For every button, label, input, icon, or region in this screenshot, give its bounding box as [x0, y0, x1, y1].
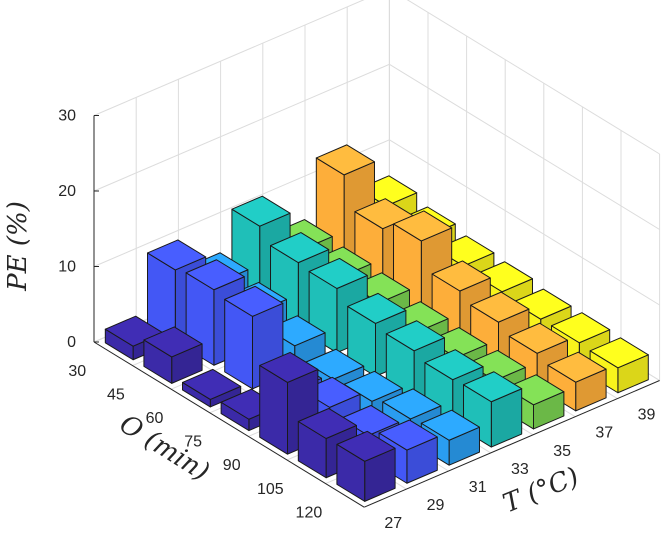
bar-top-face: [512, 288, 572, 320]
bar-top-face: [463, 371, 523, 403]
bar-top-face: [508, 322, 568, 354]
z-tick-label: 10: [58, 259, 76, 276]
z-tick-label: 20: [58, 183, 76, 200]
x-tick-label: 37: [595, 425, 613, 442]
bar-top-face: [547, 351, 607, 383]
bar-top-face: [393, 210, 453, 242]
y-tick-label: 45: [107, 386, 125, 403]
y-tick-label: 105: [257, 481, 284, 498]
bar-top-face: [315, 144, 375, 176]
bar-top-face: [231, 195, 291, 227]
bar-top-face: [147, 239, 207, 271]
bar-top-face: [343, 370, 403, 402]
bar-top-face: [473, 261, 533, 293]
bar-top-face: [378, 419, 438, 451]
x-tick-label: 33: [511, 461, 529, 478]
x-tick-label: 35: [553, 443, 571, 460]
y-tick-label: 90: [223, 457, 241, 474]
bar-top-face: [589, 337, 649, 369]
bar-top-face: [385, 320, 445, 352]
bar-top-face: [224, 285, 284, 317]
bar: [336, 430, 396, 502]
chart-ticks: 0 10 20 30 30 45 60 75 90 105 120 27 29 31 33 35 37 39: [58, 108, 660, 532]
x-axis-line: [364, 380, 660, 508]
z-tick-label: 0: [67, 334, 76, 351]
bar-top-face: [185, 259, 245, 291]
bar-top-face: [340, 404, 400, 436]
bar-top-face: [297, 407, 357, 439]
bar: [547, 351, 607, 412]
bar: [143, 326, 203, 384]
z-grid-line: [93, 0, 660, 155]
bar-top-face: [182, 368, 242, 400]
bar-top-face: [336, 430, 396, 462]
bar-top-face: [420, 409, 480, 441]
bar-top-face: [431, 260, 491, 292]
bar-top-face: [308, 257, 368, 289]
bar-top-face: [259, 351, 319, 383]
bar-top-face: [270, 232, 330, 264]
x-tick-label: 29: [427, 497, 445, 514]
bar-top-face: [424, 349, 484, 381]
y-tick-label: 30: [68, 363, 86, 380]
y-axis-line: [93, 341, 365, 508]
z-grid-line: [93, 63, 660, 230]
x-tick-label: 27: [384, 515, 402, 532]
y-tick-label: 60: [146, 410, 164, 427]
y-tick-label: 75: [184, 434, 202, 451]
bar-top-face: [143, 326, 203, 358]
y-tick-label: 120: [296, 504, 323, 521]
x-tick-label: 39: [638, 407, 656, 424]
bar-top-face: [347, 292, 407, 324]
bar: [224, 285, 284, 390]
bar-top-face: [382, 388, 442, 420]
bar: [182, 368, 242, 408]
bar-top-face: [551, 312, 611, 344]
x-tick-label: 31: [469, 479, 487, 496]
z-tick-label: 30: [58, 108, 76, 125]
bar-top-face: [428, 327, 488, 359]
bar-top-face: [505, 374, 565, 406]
z-axis-label: PE (%): [3, 201, 33, 292]
bar-top-face: [470, 291, 530, 323]
z-grid-line: [93, 139, 660, 306]
chart-bars: [104, 144, 649, 502]
bar-top-face: [305, 348, 365, 380]
